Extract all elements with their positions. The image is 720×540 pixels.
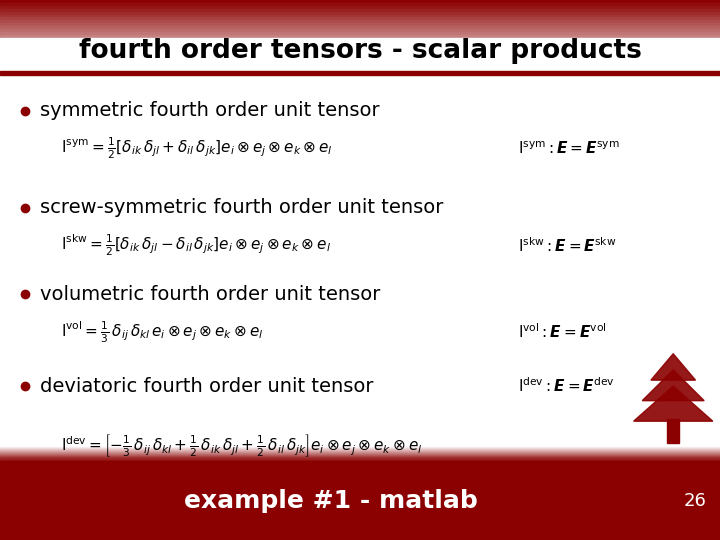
Bar <box>0 450 720 451</box>
Text: volumetric fourth order unit tensor: volumetric fourth order unit tensor <box>40 285 380 304</box>
Bar <box>0 461 720 462</box>
Polygon shape <box>642 370 704 401</box>
Bar <box>0 29 720 32</box>
Bar <box>0 6 720 9</box>
Bar <box>0 21 720 23</box>
Bar <box>0 73 720 446</box>
Text: $\mathsf{I}^{\mathrm{dev}} : \boldsymbol{E} = \boldsymbol{E}^{\mathrm{dev}}$: $\mathsf{I}^{\mathrm{dev}} : \boldsymbol… <box>518 377 616 395</box>
Bar <box>0 71 720 75</box>
Bar <box>0 9 720 12</box>
Bar <box>0 456 720 457</box>
Bar <box>0 52 720 56</box>
Bar <box>0 61 720 64</box>
Bar <box>0 44 720 46</box>
Bar <box>0 3 720 6</box>
Bar <box>0 26 720 29</box>
Text: screw-symmetric fourth order unit tensor: screw-symmetric fourth order unit tensor <box>40 198 443 218</box>
Bar <box>0 446 720 447</box>
Polygon shape <box>634 386 713 421</box>
Bar <box>0 458 720 460</box>
Bar <box>0 454 720 455</box>
Bar <box>0 46 720 50</box>
Bar <box>0 38 720 108</box>
Text: $\mathsf{I}^{\mathrm{vol}} = \frac{1}{3}\,\delta_{ij}\,\delta_{kl}\,e_i \otimes : $\mathsf{I}^{\mathrm{vol}} = \frac{1}{3}… <box>61 319 264 345</box>
Text: example #1 - matlab: example #1 - matlab <box>184 489 478 512</box>
Text: $\mathsf{I}^{\mathrm{skw}} = \frac{1}{2}\left[\delta_{ik}\,\delta_{jl} - \delta_: $\mathsf{I}^{\mathrm{skw}} = \frac{1}{2}… <box>61 233 331 259</box>
Text: $\mathsf{I}^{\mathrm{dev}} = \left[-\frac{1}{3}\,\delta_{ij}\,\delta_{kl} + \fra: $\mathsf{I}^{\mathrm{dev}} = \left[-\fra… <box>61 432 423 459</box>
Bar <box>667 418 679 443</box>
Bar <box>0 455 720 456</box>
Bar <box>0 64 720 67</box>
Text: $\mathsf{I}^{\mathrm{vol}} : \boldsymbol{E} = \boldsymbol{E}^{\mathrm{vol}}$: $\mathsf{I}^{\mathrm{vol}} : \boldsymbol… <box>518 323 607 341</box>
Bar <box>0 67 720 70</box>
Bar <box>0 451 720 452</box>
Text: deviatoric fourth order unit tensor: deviatoric fourth order unit tensor <box>40 376 373 396</box>
Text: $\mathsf{I}^{\mathrm{sym}} = \frac{1}{2}\left[\delta_{ik}\,\delta_{jl} + \delta_: $\mathsf{I}^{\mathrm{sym}} = \frac{1}{2}… <box>61 136 333 161</box>
Bar <box>0 32 720 35</box>
Bar <box>0 449 720 450</box>
Bar <box>0 23 720 26</box>
Polygon shape <box>651 354 696 380</box>
Bar <box>0 41 720 44</box>
Bar <box>0 452 720 453</box>
Bar <box>0 447 720 448</box>
Bar <box>0 38 720 41</box>
Bar <box>0 462 720 540</box>
Bar <box>0 56 720 58</box>
Text: symmetric fourth order unit tensor: symmetric fourth order unit tensor <box>40 101 379 120</box>
Bar <box>0 460 720 461</box>
Bar <box>0 50 720 52</box>
Bar <box>0 35 720 38</box>
Bar <box>0 17 720 21</box>
Text: 26: 26 <box>683 491 706 510</box>
Text: fourth order tensors - scalar products: fourth order tensors - scalar products <box>78 38 642 64</box>
Bar <box>0 453 720 454</box>
Text: $\mathsf{I}^{\mathrm{sym}} : \boldsymbol{E} = \boldsymbol{E}^{\mathrm{sym}}$: $\mathsf{I}^{\mathrm{sym}} : \boldsymbol… <box>518 140 620 157</box>
Bar <box>0 448 720 449</box>
Bar <box>0 15 720 17</box>
Bar <box>0 12 720 15</box>
Bar <box>0 457 720 458</box>
Bar <box>0 0 720 3</box>
Text: $\mathsf{I}^{\mathrm{skw}} : \boldsymbol{E} = \boldsymbol{E}^{\mathrm{skw}}$: $\mathsf{I}^{\mathrm{skw}} : \boldsymbol… <box>518 237 617 255</box>
Bar <box>0 70 720 73</box>
Bar <box>0 58 720 61</box>
